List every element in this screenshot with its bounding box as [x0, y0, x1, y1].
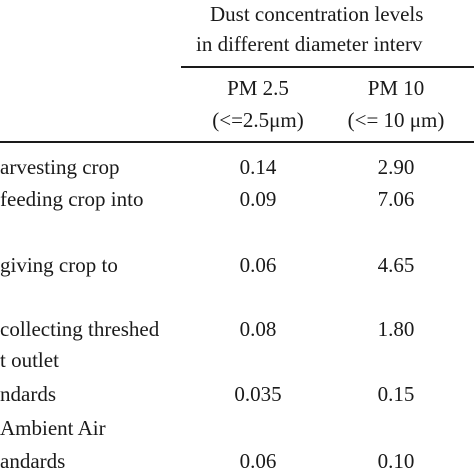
- header-bottom-rule: [0, 141, 474, 143]
- group-header-rule: [181, 66, 474, 68]
- row-label-continued: andards: [0, 449, 66, 473]
- column-header-pm25-range: (<=2.5μm): [212, 108, 304, 132]
- row-label-continued: t outlet: [0, 348, 59, 372]
- cell-pm10: 0.15: [377, 382, 415, 406]
- group-header-line1: Dust concentration levels: [210, 2, 424, 26]
- cell-pm10: 2.90: [377, 155, 415, 179]
- cell-pm10: 1.80: [377, 317, 415, 341]
- cell-pm25: 0.14: [239, 155, 277, 179]
- row-label: giving crop to: [0, 253, 118, 277]
- column-header-pm10: PM 10: [367, 76, 425, 100]
- cell-pm25: 0.06: [239, 253, 277, 277]
- row-label: collecting threshed: [0, 317, 160, 341]
- column-header-pm25: PM 2.5: [227, 76, 289, 100]
- cell-pm10: 0.10: [377, 449, 415, 473]
- cell-pm25: 0.09: [239, 187, 277, 211]
- cell-pm10: 4.65: [377, 253, 415, 277]
- row-label: arvesting crop: [0, 155, 120, 179]
- row-label: ndards: [0, 382, 56, 406]
- cell-pm10: 7.06: [377, 187, 415, 211]
- cell-pm25: 0.06: [239, 449, 277, 473]
- column-header-pm10-range: (<= 10 μm): [347, 108, 445, 132]
- group-header-line2: in different diameter interv: [196, 32, 423, 56]
- row-label: feeding crop into: [0, 187, 144, 211]
- row-label: Ambient Air: [0, 416, 106, 440]
- cell-pm25: 0.08: [239, 317, 277, 341]
- cell-pm25: 0.035: [234, 382, 282, 406]
